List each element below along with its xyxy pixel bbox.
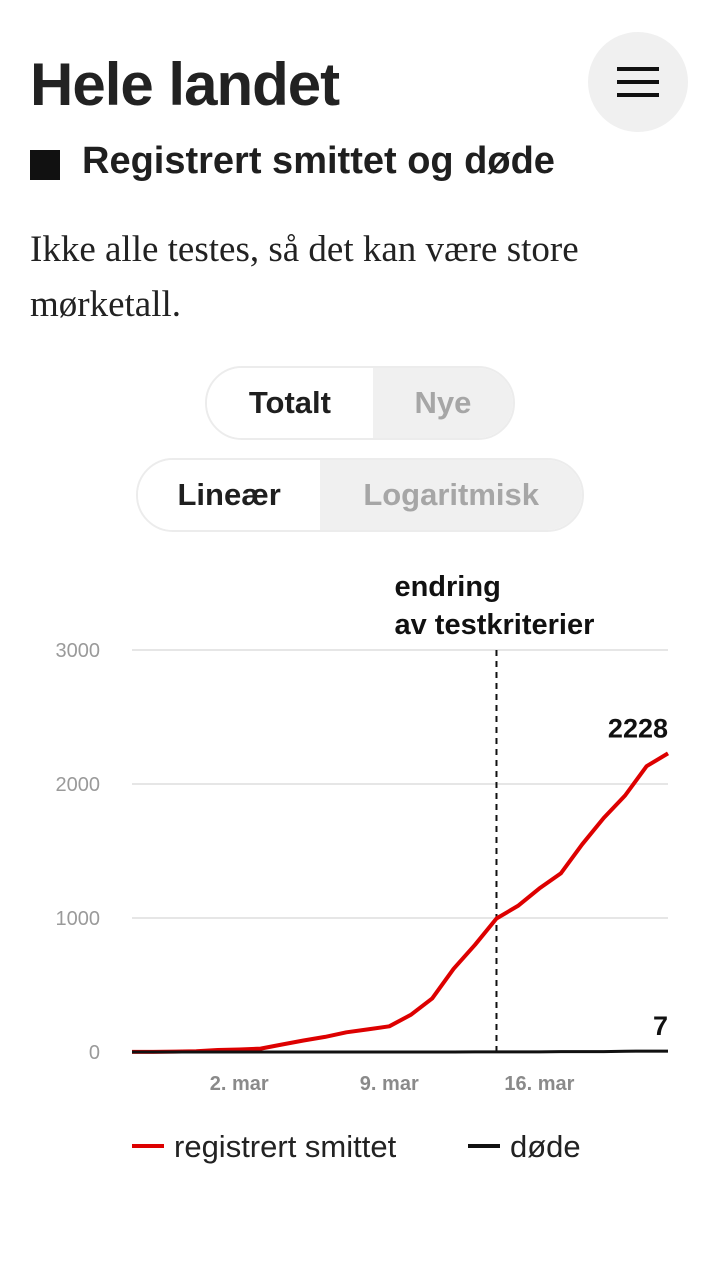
header: Hele landet — [0, 0, 720, 140]
end-label-deaths: 7 — [653, 1011, 668, 1041]
chart-description: Ikke alle testes, så det kan være store … — [30, 229, 579, 325]
y-tick-label: 1000 — [56, 908, 101, 930]
x-tick-label: 9. mar — [360, 1073, 419, 1095]
chart-svg: 0 1000 2000 3000 2. mar 9. mar 16. mar endring a… — [56, 571, 670, 1164]
annotation-label: av testkriterier — [394, 609, 594, 641]
scale-toggle: Lineær Logaritmisk — [136, 458, 584, 532]
legend-label-infected: registrert smittet — [174, 1129, 397, 1164]
black-square-icon — [30, 149, 60, 180]
y-tick-label: 3000 — [56, 640, 101, 662]
x-tick-label: 16. mar — [504, 1073, 574, 1095]
page-title: Hele landet — [30, 51, 340, 118]
toggle-option-nye[interactable]: Nye — [372, 368, 513, 438]
y-tick-label: 2000 — [56, 774, 101, 796]
menu-button[interactable] — [588, 32, 688, 132]
y-tick-label: 0 — [89, 1042, 100, 1064]
legend-label-deaths: døde — [510, 1129, 581, 1164]
toggle-option-logarithmic[interactable]: Logaritmisk — [320, 460, 582, 530]
end-label-infected: 2228 — [608, 713, 668, 743]
toggle-option-linear[interactable]: Lineær — [138, 460, 321, 530]
section-title-text: Registrert smittet og døde — [82, 140, 555, 182]
x-tick-label: 2. mar — [210, 1073, 269, 1095]
series-line-infected — [132, 751, 670, 1054]
annotation-label: endring — [394, 571, 500, 603]
mode-toggle: Totalt Nye — [205, 366, 515, 440]
hamburger-menu-icon — [617, 67, 659, 97]
series-line-deaths — [132, 1049, 668, 1054]
line-chart: 0 1000 2000 3000 2. mar 9. mar 16. mar endring a… — [0, 560, 720, 1164]
section-title: Registrert smittet og døde — [30, 140, 555, 183]
toggle-option-totalt[interactable]: Totalt — [207, 368, 373, 438]
